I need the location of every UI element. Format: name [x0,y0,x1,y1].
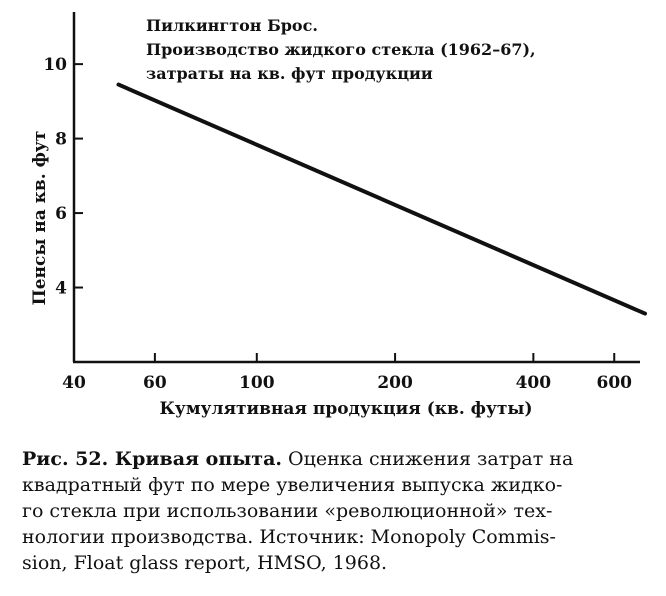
caption-line-2: квадратный фут по мере увеличения выпуск… [22,474,563,496]
y-tick-label: 6 [55,204,67,224]
x-tick-label: 60 [143,373,167,393]
caption-title: Рис. 52. Кривая опыта. [22,448,282,470]
chart-annotation-1: Пилкингтон Брос. [146,16,318,35]
caption-line-3: го стекла при использовании «революционн… [22,500,553,522]
x-tick-label: 200 [377,373,413,393]
caption-line-5: sion, Float glass report, HMSO, 1968. [22,552,388,574]
x-ticks: 40 60 100 200 400 600 [62,353,632,393]
y-tick-label: 10 [43,55,67,75]
chart-annotation-2: Производство жидкого стекла (1962–67), [146,40,536,59]
y-axis-label: Пенсы на кв. фут [30,131,50,306]
x-tick-label: 400 [516,373,552,393]
figure-caption: Рис. 52. Кривая опыта. Оценка снижения з… [22,446,650,576]
chart-annotation-3: затраты на кв. фут продукции [146,64,433,83]
x-tick-label: 100 [239,373,275,393]
y-ticks: 4 6 8 10 [43,55,83,299]
caption-text-1: Оценка снижения затрат на [288,448,574,470]
x-tick-label: 600 [596,373,632,393]
caption-line-4: нологии производства. Источник: Monopoly… [22,526,556,548]
x-tick-label: 40 [62,373,86,393]
y-tick-label: 4 [55,279,67,299]
series-layer [116,82,647,316]
y-tick-label: 8 [55,130,67,150]
caption-line-1: Рис. 52. Кривая опыта. Оценка снижения з… [22,446,650,472]
series-line [116,82,647,316]
x-axis-label: Кумулятивная продукция (кв. футы) [159,399,532,419]
